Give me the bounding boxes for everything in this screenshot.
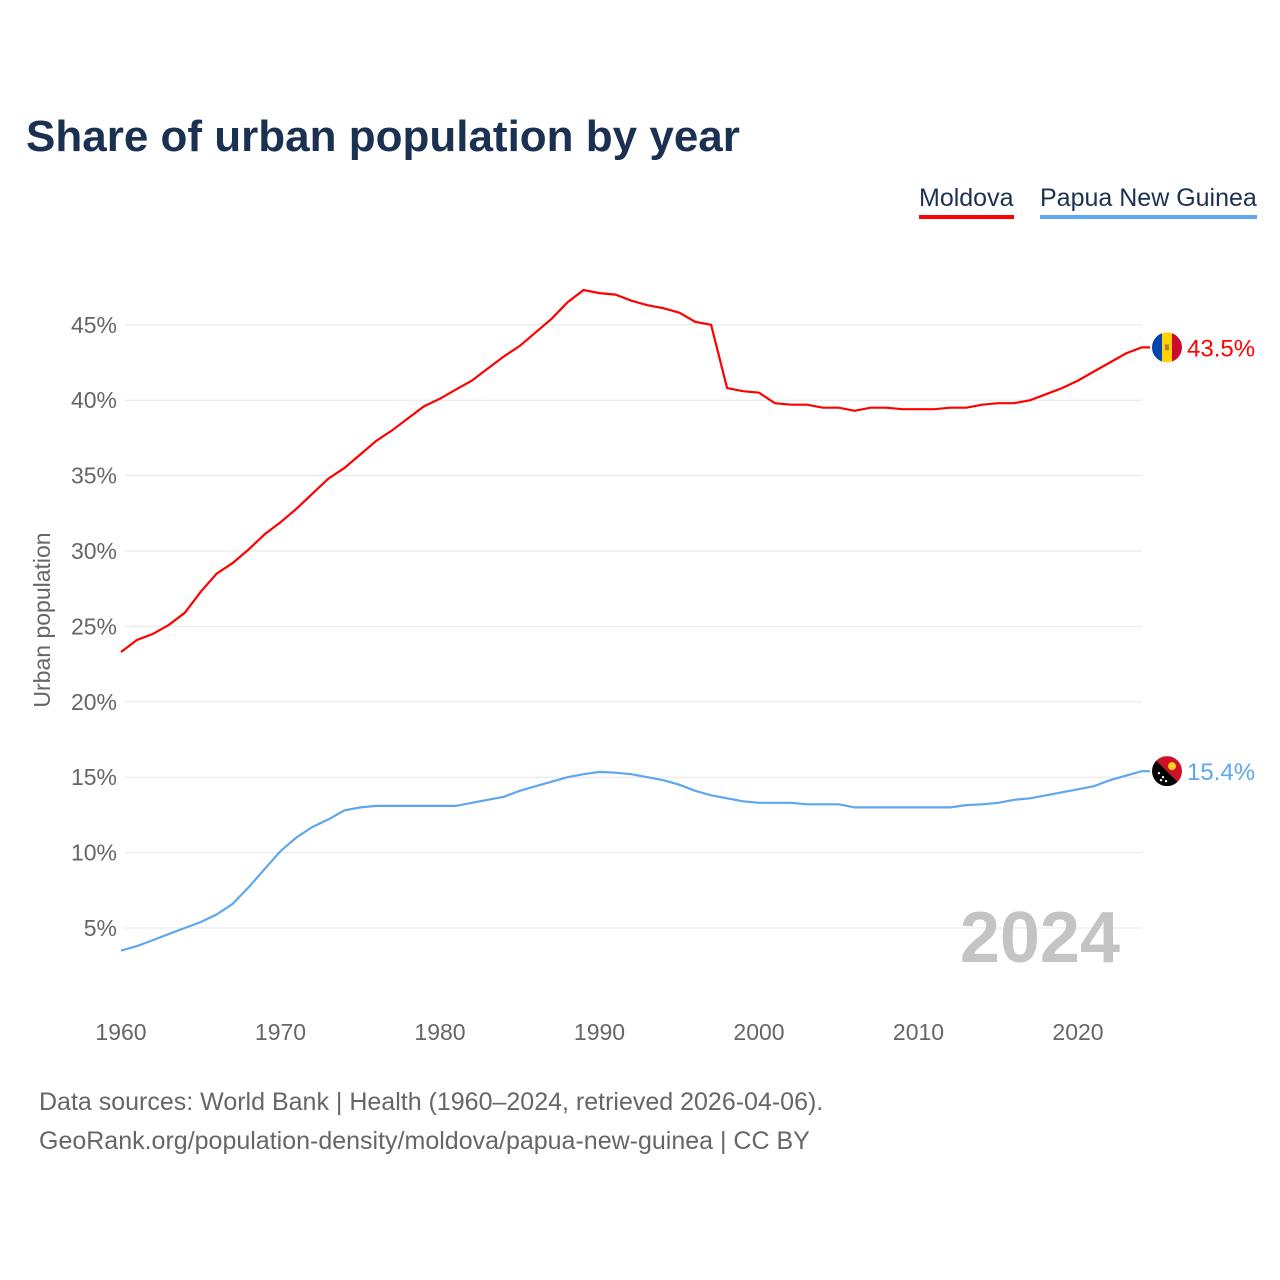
chart-title: Share of urban population by year (26, 112, 740, 161)
legend-moldova[interactable]: Moldova (919, 184, 1014, 219)
y-tick-label: 15% (71, 764, 117, 790)
y-tick-label: 30% (71, 538, 117, 564)
y-tick-label: 35% (71, 463, 117, 489)
y-tick-label: 40% (71, 387, 117, 413)
series-line-moldova (120, 288, 1150, 653)
y-tick-label: 5% (84, 915, 117, 941)
legend-papua-new-guinea[interactable]: Papua New Guinea (1040, 184, 1257, 219)
y-tick-label: 45% (71, 312, 117, 338)
x-tick-label: 2010 (893, 1019, 944, 1045)
moldova-flag-icon (1152, 332, 1182, 363)
x-tick-label: 2020 (1052, 1019, 1103, 1045)
end-label-papua-new-guinea: 15.4% (1187, 759, 1255, 786)
series-line-papua-new-guinea (120, 770, 1150, 952)
y-tick-label: 10% (71, 840, 117, 866)
papua-new-guinea-flag-icon (1152, 756, 1182, 787)
y-tick-label: 25% (71, 613, 117, 639)
x-tick-label: 1990 (574, 1019, 625, 1045)
end-label-moldova: 43.5% (1187, 335, 1255, 362)
year-watermark: 2024 (960, 898, 1120, 978)
x-tick-label: 2000 (733, 1019, 784, 1045)
x-tick-label: 1960 (95, 1019, 146, 1045)
y-tick-label: 20% (71, 689, 117, 715)
y-axis-label: Urban population (29, 532, 55, 707)
footer-sources: Data sources: World Bank | Health (1960–… (39, 1088, 824, 1116)
x-tick-label: 1970 (255, 1019, 306, 1045)
footer-link[interactable]: GeoRank.org/population-density/moldova/p… (39, 1127, 810, 1155)
x-tick-label: 1980 (414, 1019, 465, 1045)
